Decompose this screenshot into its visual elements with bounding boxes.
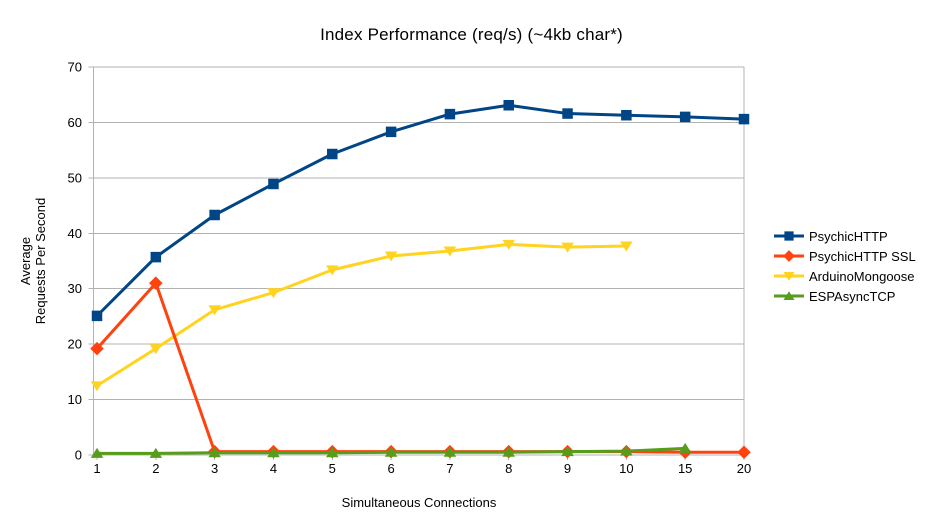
- legend-swatch-square-icon: [774, 231, 804, 241]
- x-tick-label: 1: [93, 461, 100, 476]
- legend-swatch-diamond-icon: [774, 250, 804, 262]
- series-marker: [443, 446, 457, 457]
- y-tick-label: 30: [68, 281, 82, 296]
- series-marker: [149, 276, 163, 290]
- series-marker: [737, 445, 751, 459]
- series-marker: [90, 381, 104, 392]
- x-tick-label: 2: [152, 461, 159, 476]
- x-tick-label: 9: [564, 461, 571, 476]
- legend-item-psychichttp-ssl: PsychicHTTP SSL: [774, 248, 916, 264]
- series-marker: [738, 113, 750, 125]
- y-tick-label: 70: [68, 60, 82, 75]
- series-marker: [327, 148, 338, 160]
- series-marker: [326, 265, 339, 276]
- y-tick-label: 50: [68, 170, 82, 185]
- series-marker: [561, 446, 574, 457]
- y-tick-label: 40: [68, 226, 82, 241]
- series-marker: [502, 239, 515, 250]
- series-marker: [502, 446, 515, 457]
- legend-item-arduinomongoose: ArduinoMongoose: [774, 268, 916, 284]
- series-marker: [384, 251, 398, 262]
- x-axis-title: Simultaneous Connections: [341, 495, 497, 510]
- series-marker: [678, 442, 692, 453]
- legend-swatch-triangle-down-icon: [774, 272, 804, 281]
- series-marker: [620, 445, 633, 456]
- series-marker: [208, 447, 221, 458]
- legend-swatch-triangle-up-icon: [774, 291, 804, 300]
- legend-item-espasynctcp: ESPAsyncTCP: [774, 288, 916, 304]
- y-tick-label: 0: [75, 448, 82, 463]
- legend-label: PsychicHTTP: [809, 228, 888, 244]
- x-tick-label: 8: [505, 461, 512, 476]
- legend: PsychicHTTP PsychicHTTP SSL ArduinoMongoos…: [774, 228, 916, 304]
- legend-label: ArduinoMongoose: [809, 268, 915, 284]
- x-tick-label: 4: [270, 461, 277, 476]
- chart-title: Index Performance (req/s) (~4kb char*): [320, 25, 623, 44]
- series-marker: [267, 288, 280, 299]
- series-marker: [503, 99, 514, 111]
- series-marker: [443, 246, 457, 257]
- series-marker: [326, 447, 339, 458]
- legend-label: ESPAsyncTCP: [809, 288, 896, 304]
- x-tick-label: 5: [329, 461, 336, 476]
- y-tick-label: 10: [68, 392, 82, 407]
- series-marker: [208, 305, 221, 316]
- series-marker: [267, 447, 280, 458]
- series-marker: [149, 447, 163, 458]
- series-marker: [90, 341, 104, 356]
- x-tick-label: 3: [211, 461, 218, 476]
- series-marker: [150, 251, 162, 263]
- series-marker: [561, 242, 574, 253]
- series-line-arduinomongoose: [95, 242, 628, 388]
- series-marker: [621, 109, 632, 121]
- y-tick-label: 20: [68, 337, 82, 352]
- x-tick-label: 15: [678, 461, 692, 476]
- series-line-psychichttp-ssl: [95, 281, 746, 454]
- series-marker: [384, 446, 398, 457]
- x-tick-label: 7: [446, 461, 453, 476]
- legend-item-psychichttp: PsychicHTTP: [774, 228, 916, 244]
- series-marker: [385, 126, 397, 138]
- series-line-psychichttp: [95, 103, 746, 318]
- series-marker: [209, 209, 220, 221]
- series-marker: [91, 310, 103, 322]
- series-marker: [90, 447, 104, 458]
- series-marker: [679, 111, 691, 123]
- x-tick-label: 10: [619, 461, 633, 476]
- series-marker: [620, 241, 633, 252]
- series-marker: [562, 108, 573, 119]
- x-tick-label: 6: [387, 461, 394, 476]
- series-marker: [444, 108, 456, 120]
- series-marker: [149, 344, 163, 355]
- x-tick-label: 20: [737, 461, 751, 476]
- legend-label: PsychicHTTP SSL: [809, 248, 916, 264]
- series-marker: [268, 178, 279, 190]
- y-tick-label: 60: [68, 115, 82, 130]
